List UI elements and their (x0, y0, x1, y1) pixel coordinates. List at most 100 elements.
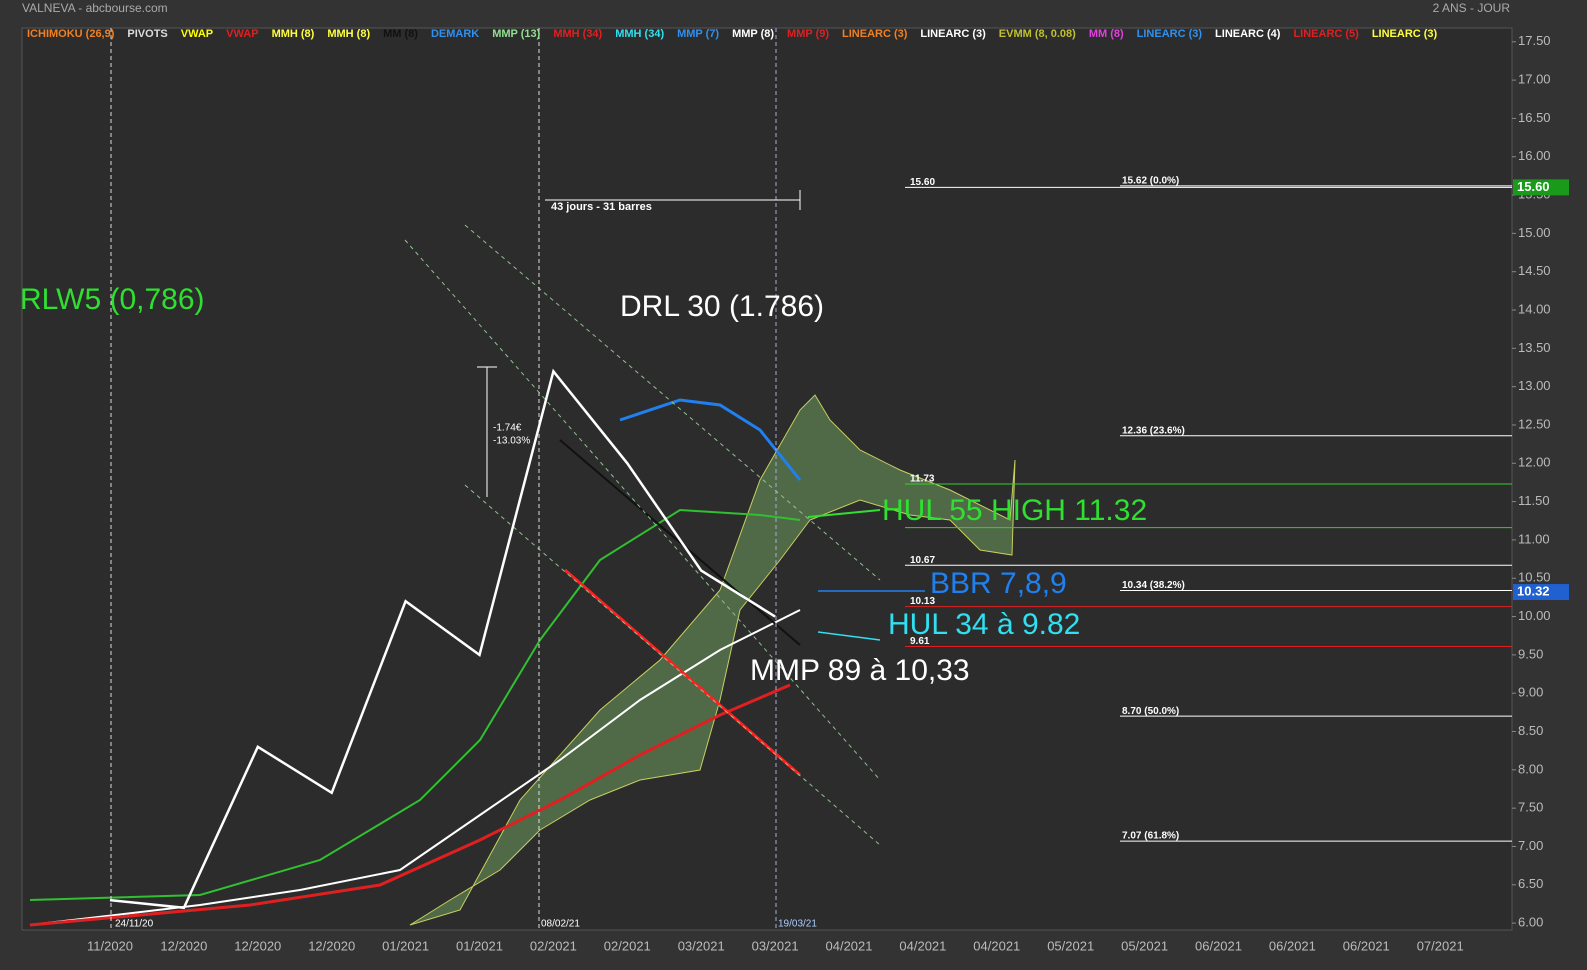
x-tick-label: 03/2021 (752, 938, 799, 953)
y-tick-label: 6.50 (1518, 876, 1543, 891)
level-label: 15.60 (910, 177, 935, 188)
y-tick-label: 13.00 (1518, 378, 1551, 393)
level-label: 10.34 (38.2%) (1122, 580, 1185, 591)
y-tick-label: 12.00 (1518, 455, 1551, 470)
annotation: -1.74€ (493, 423, 522, 434)
annotation: MMP 89 à 10,33 (750, 654, 970, 687)
x-tick-label: 02/2021 (530, 938, 577, 953)
annotation: HUL 55 HIGH 11.32 (882, 494, 1147, 527)
y-tick-label: 7.50 (1518, 800, 1543, 815)
legend-entry: MMP (7) (677, 28, 719, 40)
price-badge (1513, 584, 1569, 601)
trend-line (564, 568, 801, 777)
annotation: RLW5 (0,786) (20, 283, 205, 316)
annotation: BBR 7,8,9 (930, 567, 1067, 600)
level-label: 15.62 (0.0%) (1122, 176, 1179, 187)
legend-entry: LINEARC (3) (920, 28, 986, 40)
legend-entry: MMH (8) (272, 28, 315, 40)
x-tick-label: 05/2021 (1047, 938, 1094, 953)
date-label: 19/03/21 (778, 919, 817, 930)
y-tick-label: 9.00 (1518, 685, 1543, 700)
moving-average (29, 508, 801, 901)
annotation: HUL 34 à 9.82 (888, 608, 1080, 641)
legend-entry: MM (8) (1089, 28, 1124, 40)
price-badge (1513, 179, 1569, 196)
y-tick-label: 14.50 (1518, 263, 1551, 278)
y-tick-label: 7.00 (1518, 838, 1543, 853)
x-tick-label: 06/2021 (1195, 938, 1242, 953)
y-tick-label: 6.00 (1518, 915, 1543, 930)
x-tick-label: 12/2020 (160, 938, 207, 953)
trend-line (464, 484, 881, 846)
level-label: 12.36 (23.6%) (1122, 425, 1185, 436)
y-tick-label: 10.00 (1518, 608, 1551, 623)
x-tick-label: 03/2021 (678, 938, 725, 953)
x-tick-label: 04/2021 (973, 938, 1020, 953)
legend-entry: DEMARK (431, 28, 479, 40)
x-tick-label: 06/2021 (1343, 938, 1390, 953)
price-line (109, 368, 776, 910)
period: 2 ANS - JOUR (1433, 1, 1511, 15)
x-tick-label: 02/2021 (604, 938, 651, 953)
y-tick-label: 17.50 (1518, 33, 1551, 48)
legend-entry: PIVOTS (127, 28, 167, 40)
trend-line (464, 224, 881, 581)
y-tick-label: 15.00 (1518, 225, 1551, 240)
y-tick-label: 17.00 (1518, 72, 1551, 87)
moving-average (29, 683, 791, 927)
legend-entry: EVMM (8, 0.08) (999, 28, 1076, 40)
legend-entry: LINEARC (5) (1293, 28, 1359, 40)
legend-entry: MM (8) (383, 28, 418, 40)
price-badge-label: 10.32 (1517, 583, 1550, 598)
level-label: 7.07 (61.8%) (1122, 831, 1179, 842)
moving-average (29, 609, 801, 926)
x-tick-label: 07/2021 (1417, 938, 1464, 953)
y-tick-label: 12.50 (1518, 416, 1551, 431)
level-label: 11.73 (910, 474, 935, 485)
legend-entry: LINEARC (4) (1215, 28, 1281, 40)
y-tick-label: 13.50 (1518, 340, 1551, 355)
y-tick-label: 8.00 (1518, 761, 1543, 776)
ichimoku-cloud (409, 394, 1016, 926)
level-label: 8.70 (50.0%) (1122, 706, 1179, 717)
pointer-arrow (807, 509, 881, 518)
annotation: DRL 30 (1.786) (620, 290, 824, 323)
x-tick-label: 06/2021 (1269, 938, 1316, 953)
level-label: 10.13 (910, 596, 935, 607)
trend-line (559, 439, 801, 646)
price-badge-label: 15.60 (1517, 179, 1550, 194)
y-tick-label: 11.50 (1518, 493, 1550, 508)
annotation: 43 jours - 31 barres (551, 201, 652, 213)
x-tick-label: 04/2021 (899, 938, 946, 953)
legend-entry: MMP (13) (492, 28, 540, 40)
y-tick-label: 16.00 (1518, 148, 1551, 163)
x-tick-label: 11/2020 (87, 938, 133, 953)
date-label: 08/02/21 (541, 919, 580, 930)
legend-entry: MMH (34) (615, 28, 664, 40)
legend-entry: ICHIMOKU (26,9) (27, 28, 115, 40)
x-tick-label: 05/2021 (1121, 938, 1168, 953)
site-title: VALNEVA - abcbourse.com (22, 1, 168, 15)
y-tick-label: 8.50 (1518, 723, 1543, 738)
y-tick-label: 14.00 (1518, 301, 1551, 316)
x-tick-label: 04/2021 (826, 938, 873, 953)
legend-entry: MMH (34) (553, 28, 602, 40)
y-tick-label: 11.00 (1518, 531, 1550, 546)
legend-entry: MMH (8) (327, 28, 370, 40)
legend-entry: VWAP (226, 28, 258, 40)
legend-entry: LINEARC (3) (1372, 28, 1438, 40)
date-label: 24/11/20 (115, 919, 154, 930)
y-tick-label: 9.50 (1518, 646, 1543, 661)
legend-entry: LINEARC (3) (842, 28, 908, 40)
x-tick-label: 01/2021 (456, 938, 503, 953)
y-tick-label: 10.50 (1518, 570, 1551, 585)
level-label: 9.61 (910, 636, 930, 647)
x-tick-label: 12/2020 (234, 938, 281, 953)
moving-average (619, 398, 802, 481)
level-label: 10.67 (910, 555, 935, 566)
x-tick-label: 12/2020 (308, 938, 355, 953)
y-tick-label: 16.50 (1518, 110, 1551, 125)
legend-entry: MMP (8) (732, 28, 774, 40)
legend-entry: LINEARC (3) (1137, 28, 1203, 40)
